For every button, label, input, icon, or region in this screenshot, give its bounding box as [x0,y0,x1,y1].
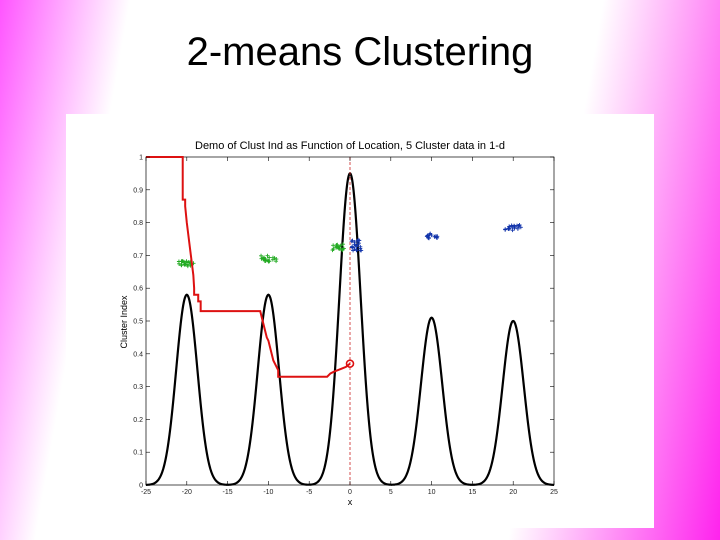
data-point [259,253,264,258]
data-point [350,238,355,243]
x-tick-label: -5 [306,489,312,496]
ci-layer [146,156,355,378]
data-point [274,257,279,262]
ticks-layer: -25 -20 -15 -10 -5 0 5 10 15 20 25 0 0.1 0.2 0.3 0.4 0.5… [133,155,558,497]
y-tick-label: 0.6 [133,286,143,293]
y-tick-label: 0.4 [133,351,143,358]
data-point [503,227,508,232]
data-point [352,247,357,252]
y-tick-label: 0.7 [133,253,143,260]
points-layer [176,222,523,269]
slide-title: 2-means Clustering [186,30,534,74]
data-point [335,242,340,247]
data-point [330,248,335,253]
data-point [340,248,345,253]
data-point [512,225,517,230]
data-point [356,237,361,242]
x-tick-label: -20 [182,489,192,496]
axes-layer [145,156,555,486]
data-point [359,248,364,253]
data-point [427,232,432,237]
data-point [515,226,520,231]
chart-title: Demo of Clust Ind as Function of Locatio… [195,140,505,152]
data-point [181,259,186,264]
x-tick-label: -15 [223,489,233,496]
y-tick-label: 0.5 [133,319,143,326]
y-axis-label: Cluster Index [119,295,129,349]
data-point [350,245,355,250]
data-point [429,233,434,238]
chart-svg: -25 -20 -15 -10 -5 0 5 10 15 20 25 0 0.1 0.2 0.3 0.4 0.5… [119,140,558,507]
y-tick-label: 0.8 [133,220,143,227]
data-point [334,245,339,250]
x-tick-label: 25 [550,489,558,496]
data-point [179,263,184,268]
data-point [185,264,190,269]
y-tick-label: 0.2 [133,417,143,424]
data-point [517,222,522,227]
data-point [267,255,272,260]
data-point [341,242,346,247]
y-tick-label: 0.3 [133,384,143,391]
data-point [507,226,512,231]
x-tick-label: -25 [141,489,151,496]
data-point [262,256,267,261]
y-tick-label: 0.1 [133,450,143,457]
x-tick-label: 10 [428,489,436,496]
data-point [263,258,268,263]
data-point [354,244,359,249]
data-point [179,259,184,264]
data-point [355,242,360,247]
data-point [358,244,363,249]
data-point [177,261,182,266]
x-tick-label: 0 [348,489,352,496]
data-point [270,257,275,262]
data-point [518,225,523,230]
data-point [433,234,438,239]
x-tick-label: 15 [469,489,477,496]
x-tick-label: -10 [263,489,273,496]
data-point [182,262,187,267]
data-point [331,243,336,248]
data-point [426,236,431,241]
cluster-index-curve [146,156,351,378]
x-tick-label: 5 [389,489,393,496]
plot-frame [145,156,555,486]
y-tick-label: 1 [139,155,143,162]
data-point [184,259,189,264]
data-point [349,239,354,244]
current-ci-marker [345,359,355,368]
data-point [338,243,343,248]
chart-figure: -25 -20 -15 -10 -5 0 5 10 15 20 25 0 0.1 0.2 0.3 0.4 0.5… [66,114,654,528]
data-point [337,246,342,251]
x-tick-label: 20 [509,489,517,496]
y-tick-label: 0.9 [133,187,143,194]
x-axis-label: x [348,497,353,507]
y-tick-label: 0 [139,483,143,490]
data-point [425,233,430,238]
data-point [510,228,515,233]
